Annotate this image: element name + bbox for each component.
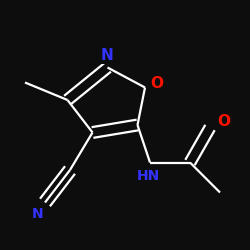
FancyBboxPatch shape [29,206,46,222]
FancyBboxPatch shape [98,47,117,64]
Text: O: O [150,76,164,91]
Text: N: N [32,207,43,221]
Text: HN: HN [137,169,160,183]
FancyBboxPatch shape [136,168,161,185]
FancyBboxPatch shape [214,112,233,130]
Text: O: O [217,114,230,129]
Text: N: N [101,48,114,63]
FancyBboxPatch shape [148,75,167,92]
